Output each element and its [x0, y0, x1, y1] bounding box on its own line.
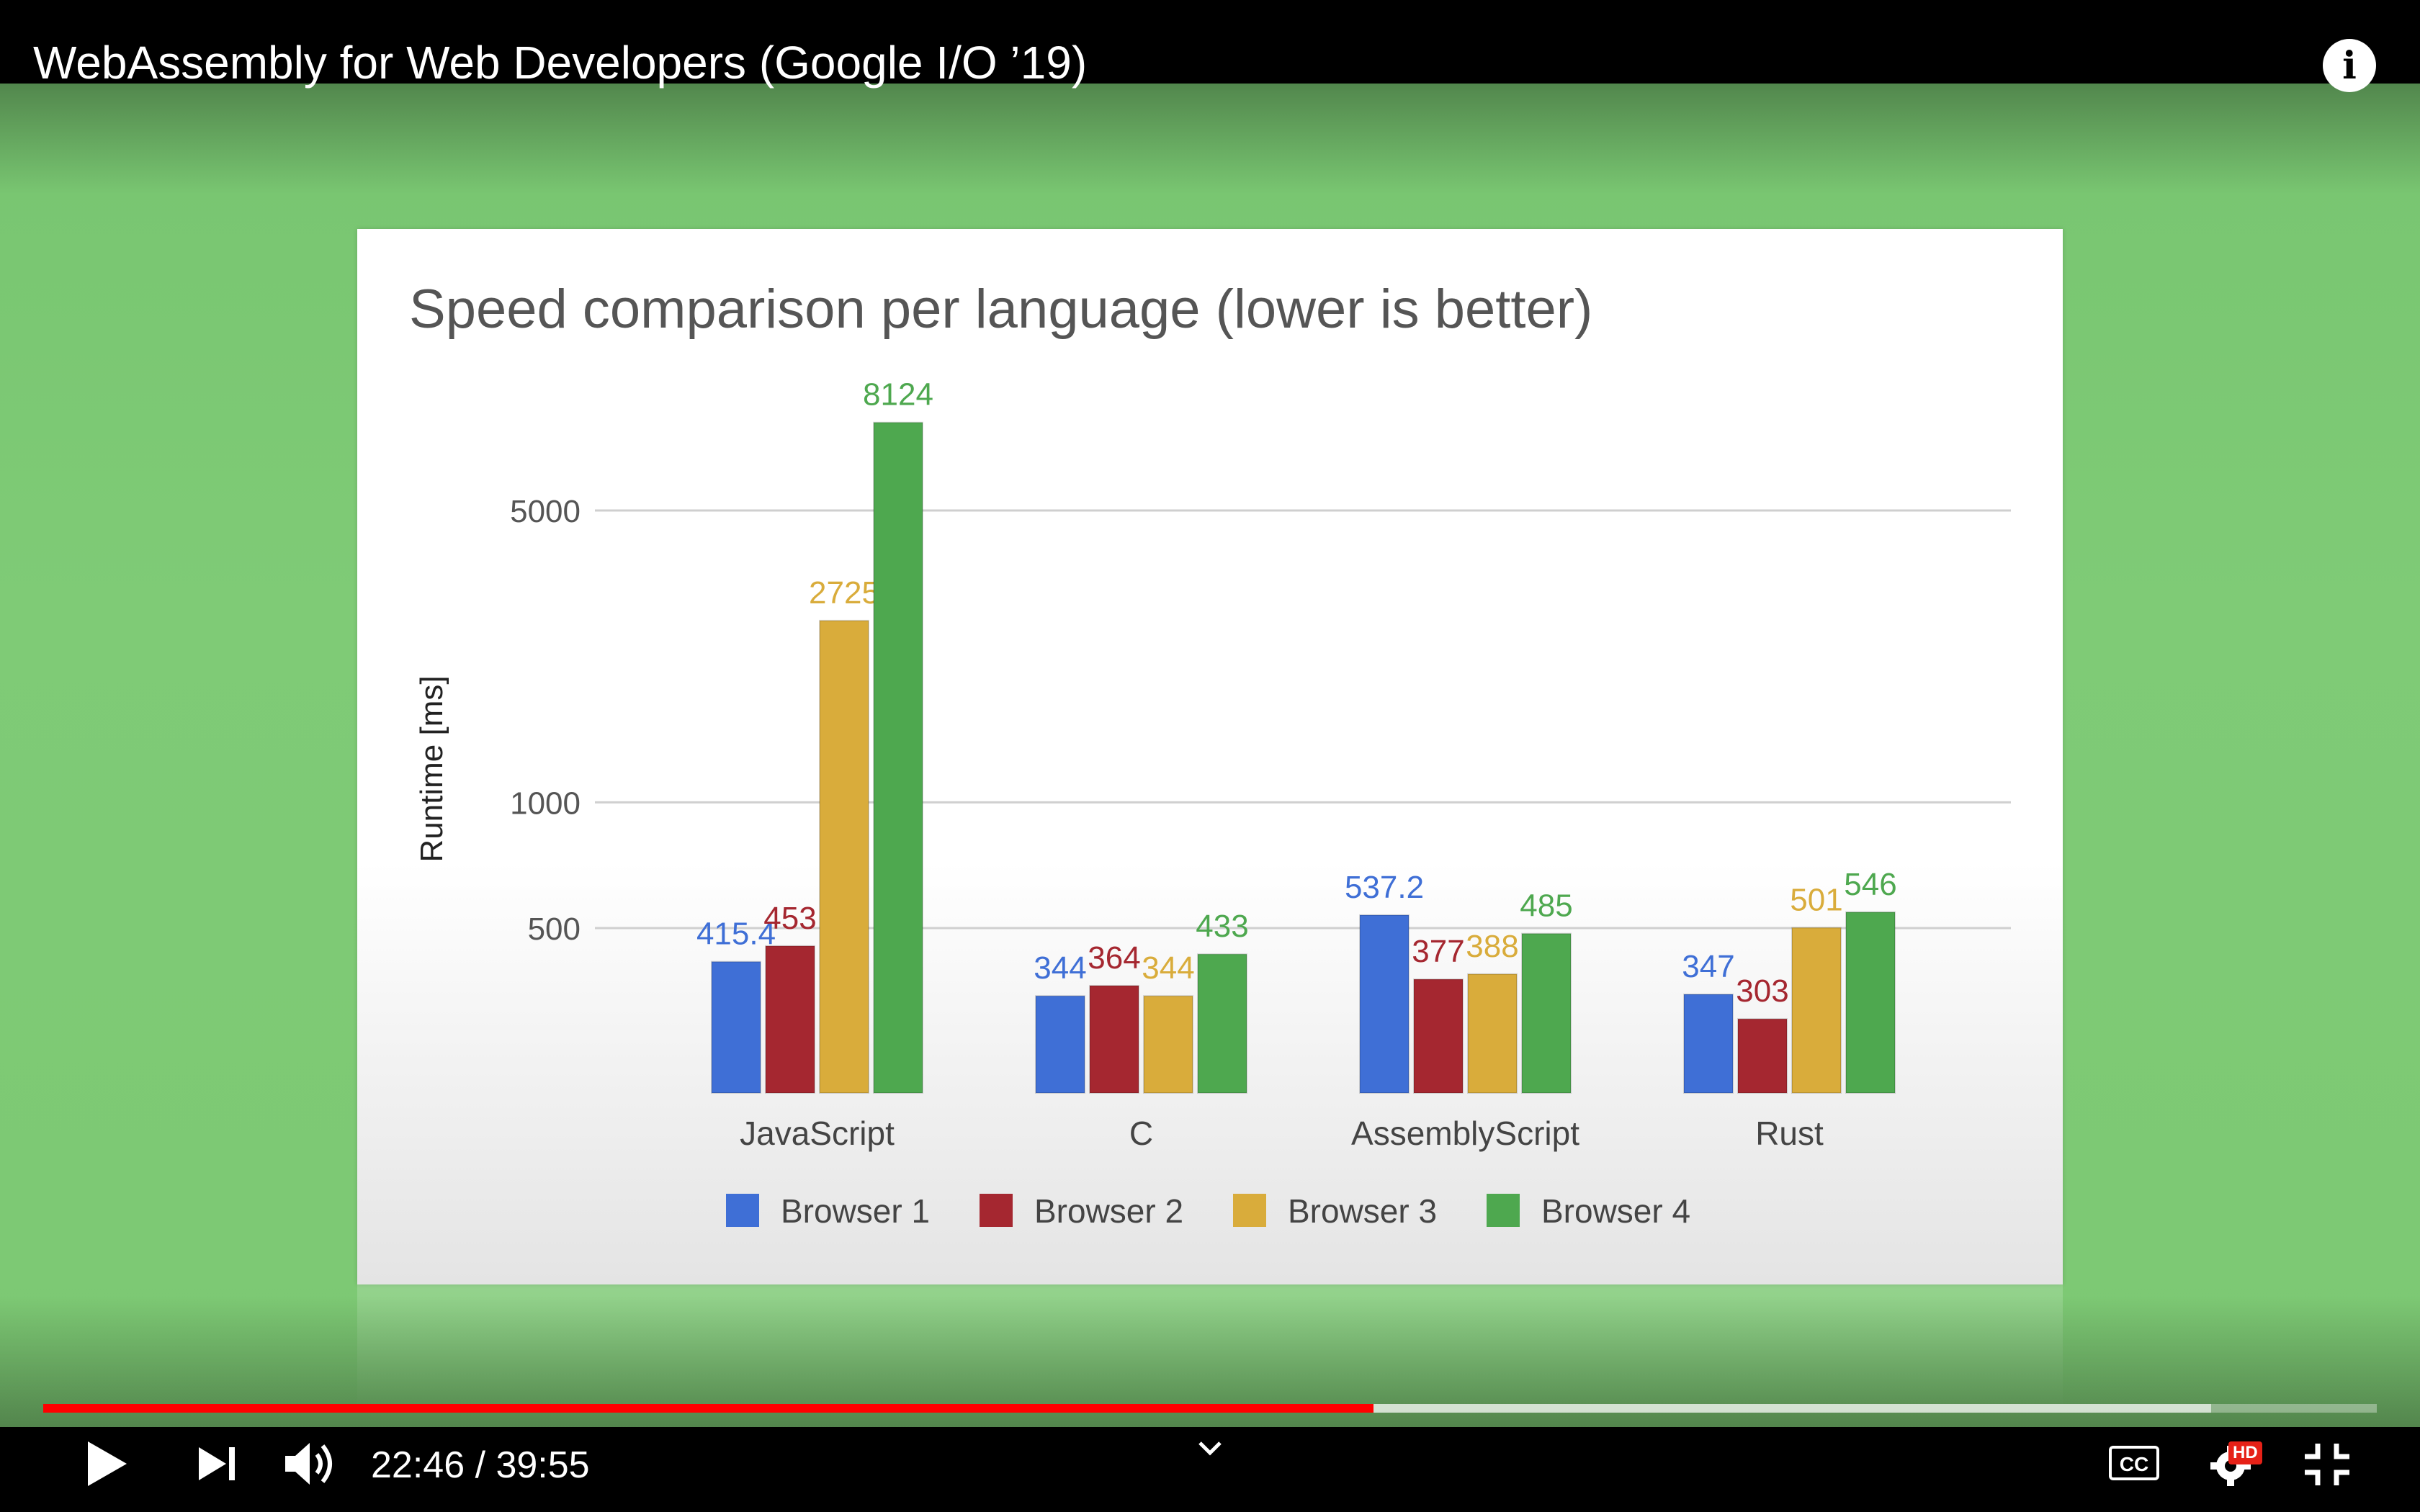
bar — [1791, 927, 1842, 1094]
bar — [873, 421, 923, 1094]
x-tick-label: C — [1129, 1115, 1153, 1152]
y-axis-label: Runtime [ms] — [414, 675, 449, 862]
next-icon[interactable] — [197, 1446, 238, 1482]
legend-swatch — [1233, 1194, 1266, 1227]
video-title[interactable]: WebAssembly for Web Developers (Google I… — [33, 37, 1088, 89]
data-label: 546 — [1844, 867, 1896, 902]
legend-label: Browser 3 — [1288, 1192, 1437, 1230]
play-icon[interactable] — [85, 1440, 130, 1488]
bar — [819, 619, 869, 1094]
chart-title: Speed comparison per language (lower is … — [409, 279, 1593, 340]
legend-label: Browser 4 — [1541, 1192, 1690, 1230]
legend-label: Browser 2 — [1034, 1192, 1183, 1230]
volume-icon[interactable] — [284, 1439, 339, 1489]
data-label: 364 — [1088, 940, 1140, 976]
time-display: 22:46 / 39:55 — [371, 1444, 590, 1486]
x-tick-label: JavaScript — [740, 1115, 895, 1152]
chevron-down-icon[interactable] — [1197, 1440, 1223, 1457]
info-icon[interactable]: i — [2323, 39, 2376, 92]
bar — [1359, 914, 1410, 1094]
data-label: 433 — [1196, 909, 1248, 944]
data-label: 377 — [1412, 934, 1464, 969]
data-label: 347 — [1682, 949, 1734, 984]
bar — [1737, 1018, 1788, 1094]
cc-label: CC — [2119, 1453, 2149, 1475]
y-tick-label: 1000 — [510, 786, 581, 821]
data-label: 501 — [1790, 882, 1842, 917]
data-label: 2725 — [809, 575, 879, 611]
bar — [765, 945, 815, 1094]
bar — [1683, 994, 1734, 1094]
control-bar — [0, 1427, 2420, 1512]
title-bar — [0, 0, 2420, 84]
legend-swatch — [726, 1194, 759, 1227]
legend-label: Browser 1 — [781, 1192, 930, 1230]
bar — [1089, 984, 1139, 1094]
y-tick-label: 5000 — [510, 494, 581, 529]
cc-button[interactable]: CC — [2109, 1446, 2159, 1480]
data-label: 388 — [1466, 929, 1518, 964]
exit-fullscreen-icon[interactable] — [2303, 1442, 2351, 1487]
y-tick-label: 500 — [528, 912, 581, 947]
legend-swatch — [980, 1194, 1013, 1227]
data-label: 453 — [763, 901, 816, 936]
data-label: 537.2 — [1345, 870, 1424, 905]
data-label: 303 — [1736, 973, 1788, 1009]
data-label: 344 — [1142, 950, 1194, 986]
legend-swatch — [1487, 1194, 1520, 1227]
progress-played — [43, 1404, 1373, 1413]
data-label: 485 — [1520, 888, 1572, 924]
data-label: 8124 — [863, 377, 933, 413]
slide-reflection — [357, 1284, 2063, 1414]
bar — [1845, 911, 1896, 1094]
progress-bar[interactable] — [43, 1404, 2377, 1413]
bar — [1413, 978, 1464, 1094]
data-label: 344 — [1034, 950, 1086, 986]
hd-badge: HD — [2228, 1441, 2262, 1464]
bar — [711, 960, 761, 1094]
bar — [1035, 995, 1085, 1094]
x-tick-label: Rust — [1755, 1115, 1824, 1152]
x-tick-label: AssemblyScript — [1351, 1115, 1579, 1152]
bar — [1467, 973, 1518, 1094]
bar — [1521, 932, 1572, 1094]
data-label: 415.4 — [696, 917, 776, 952]
bar — [1143, 995, 1193, 1094]
bar — [1197, 953, 1247, 1094]
slide: Speed comparison per language (lower is … — [357, 229, 2063, 1284]
